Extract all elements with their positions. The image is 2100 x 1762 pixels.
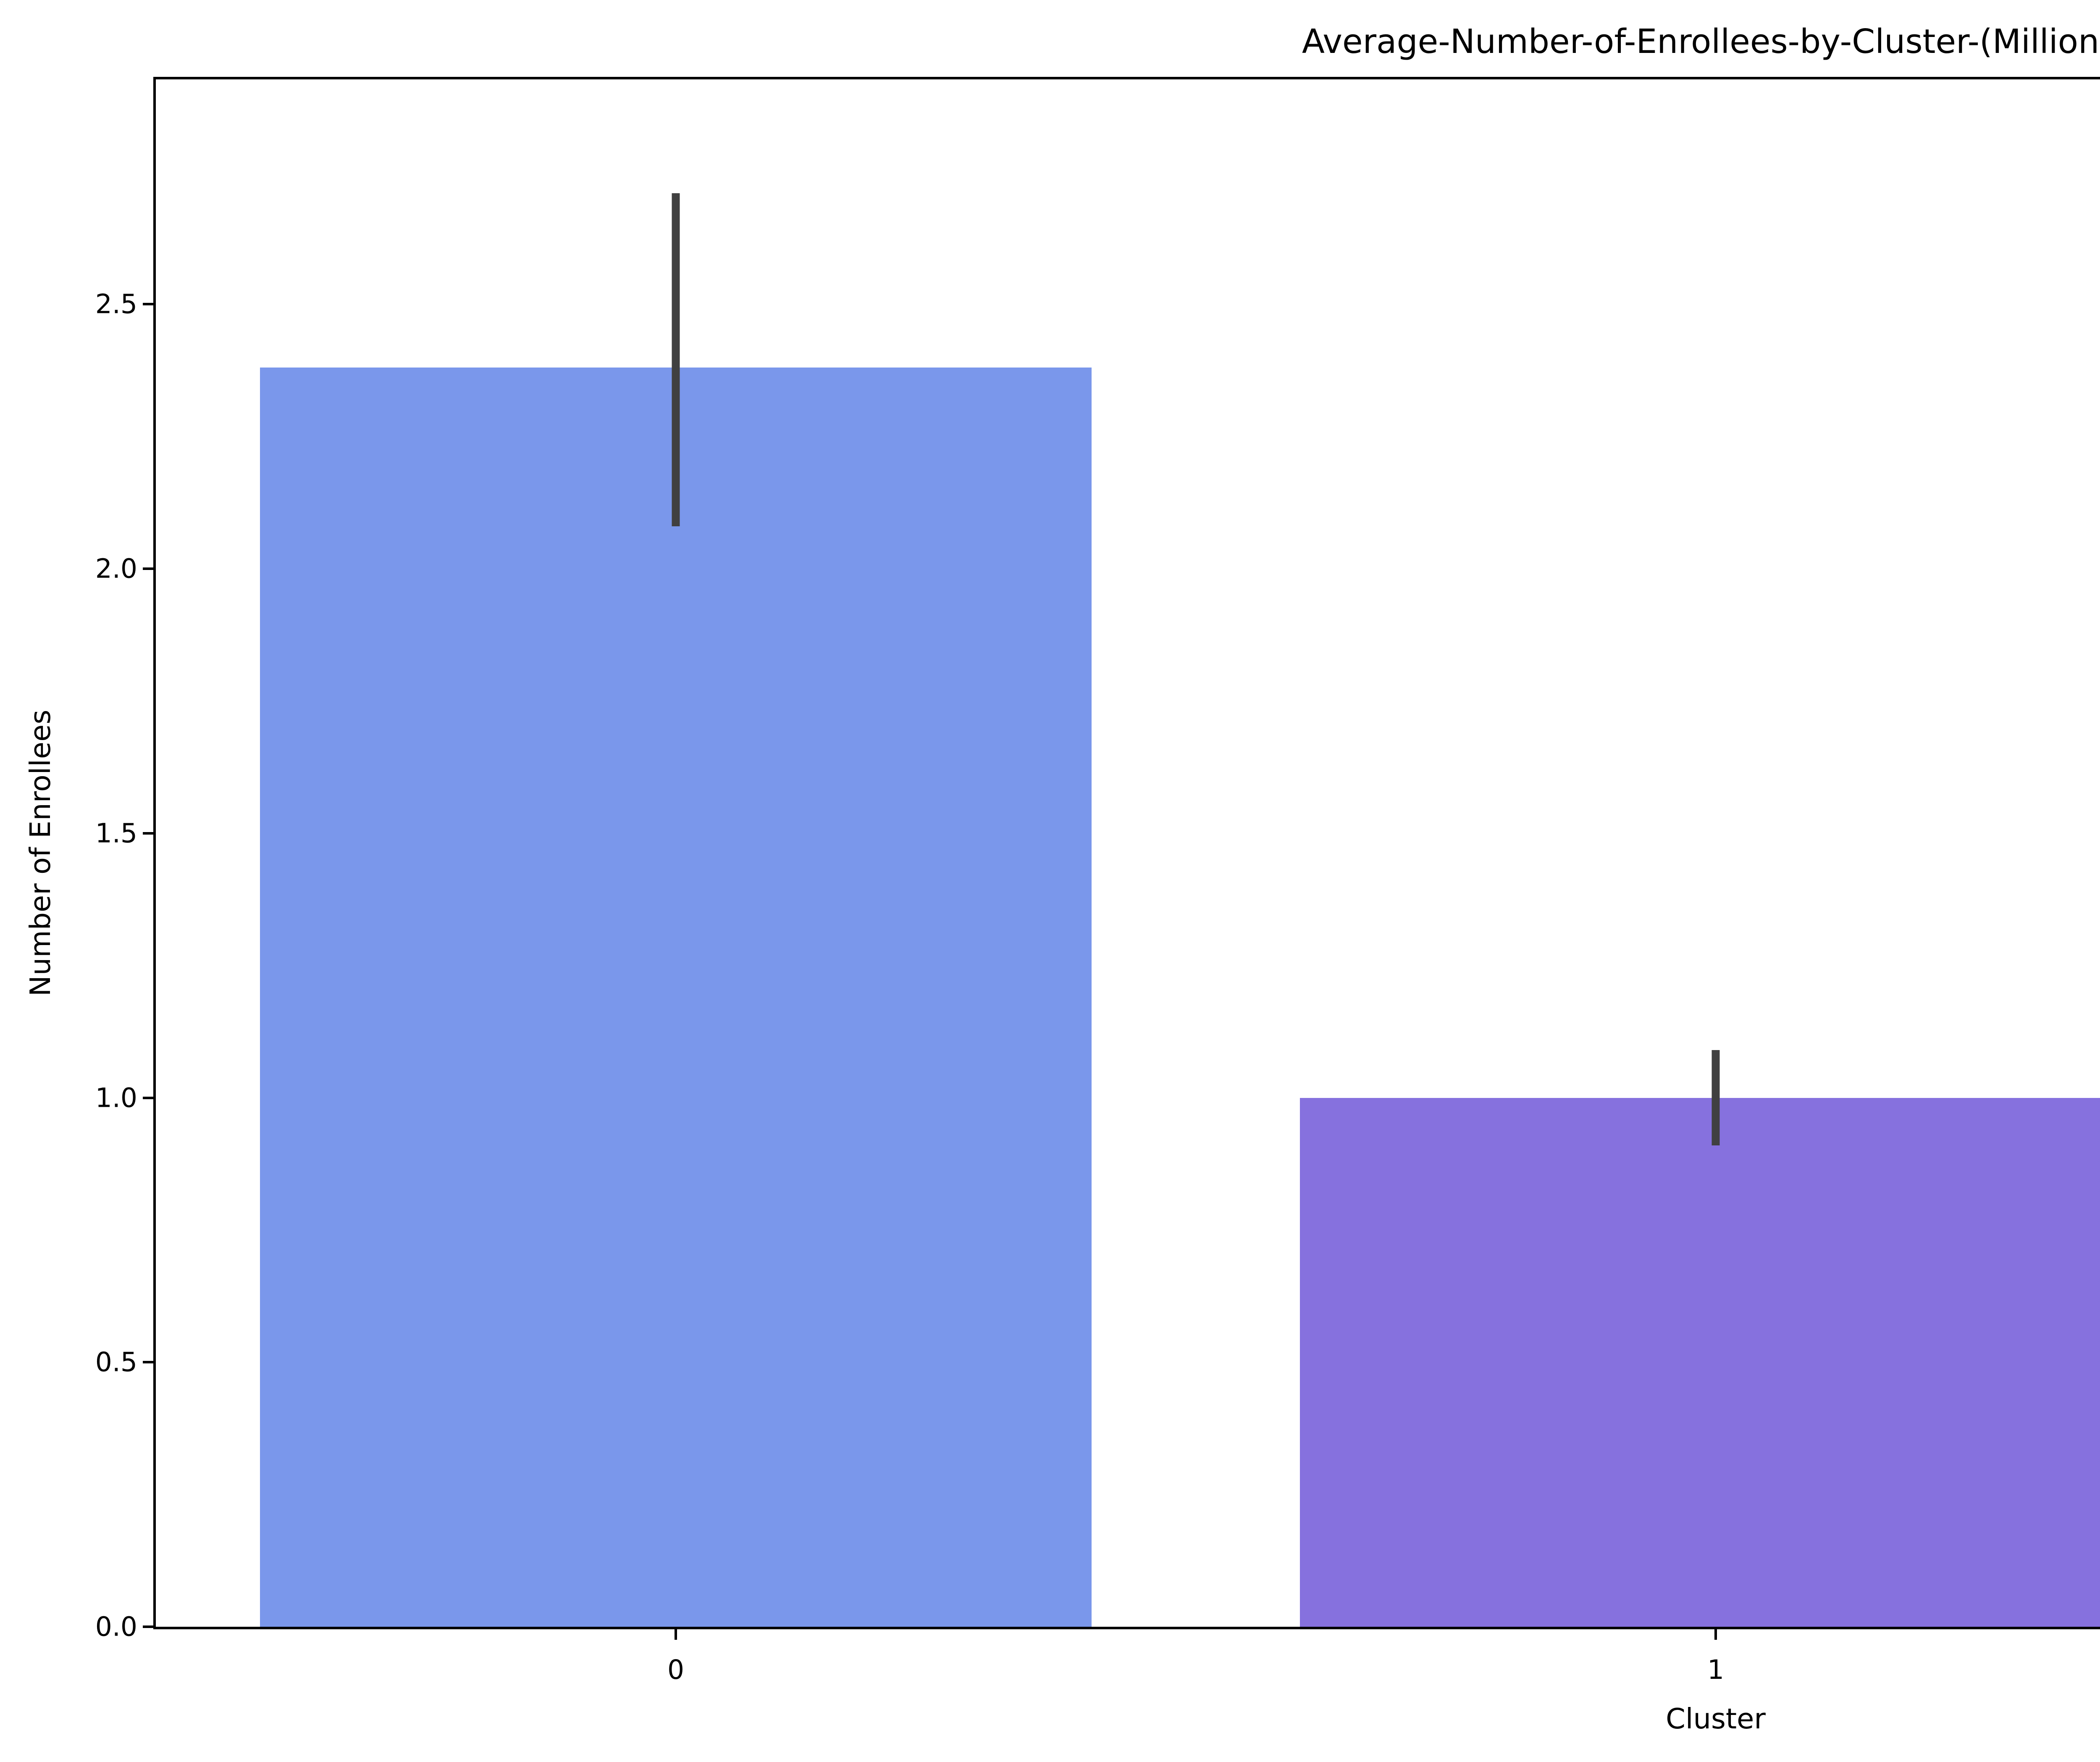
- y-tick-label: 2.0: [95, 553, 137, 584]
- x-tick-mark: [1714, 1629, 1717, 1640]
- y-tick-label: 1.5: [95, 818, 137, 849]
- chart-title: Average-Number-of-Enrollees-by-Cluster-(…: [1302, 22, 2100, 61]
- bar-cluster-0: [260, 368, 1092, 1627]
- y-tick-mark: [143, 567, 153, 570]
- y-tick-mark: [143, 1625, 153, 1628]
- x-tick-label-cluster-1: 1: [1707, 1654, 1725, 1685]
- y-tick-mark: [143, 1096, 153, 1099]
- x-tick-mark: [674, 1629, 677, 1640]
- y-tick-mark: [143, 303, 153, 306]
- y-tick-mark: [143, 832, 153, 835]
- y-tick-label: 0.0: [95, 1611, 137, 1642]
- error-bar-cluster-1: [1712, 1050, 1720, 1145]
- y-axis-label: Number of Enrollees: [24, 709, 57, 997]
- y-tick-mark: [143, 1361, 153, 1364]
- bar-cluster-1: [1299, 1098, 2100, 1627]
- x-axis-label: Cluster: [1666, 1702, 1766, 1735]
- y-tick-label: 2.5: [95, 289, 137, 320]
- x-tick-label-cluster-0: 0: [667, 1654, 685, 1685]
- y-tick-label: 0.5: [95, 1347, 137, 1378]
- y-tick-label: 1.0: [95, 1082, 137, 1113]
- plot-area: 0.00.51.01.52.02.5012: [95, 77, 2100, 1685]
- error-bar-cluster-0: [672, 193, 680, 527]
